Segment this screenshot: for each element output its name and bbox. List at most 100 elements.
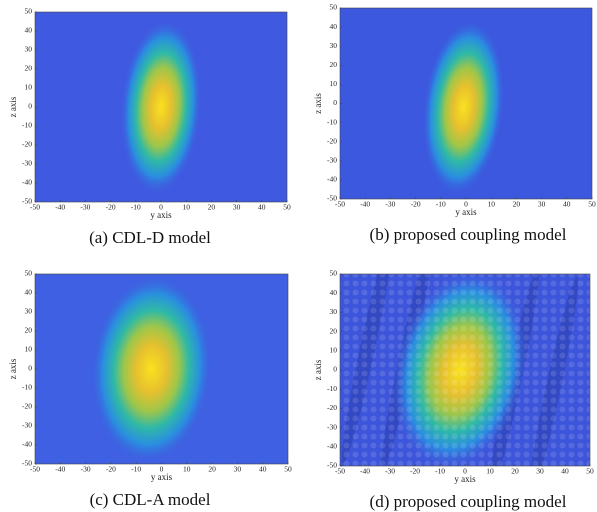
y-tick-label: -40 bbox=[327, 175, 337, 184]
x-tick-label: -30 bbox=[385, 200, 395, 209]
y-axis-label: z axis bbox=[8, 358, 18, 379]
x-tick-label: -40 bbox=[360, 200, 370, 209]
panel: -50-40-30-20-1001020304050-50-40-30-20-1… bbox=[313, 3, 596, 244]
x-tick-label: 30 bbox=[538, 200, 546, 209]
heatmap bbox=[336, 236, 590, 504]
y-tick-label: 30 bbox=[25, 45, 33, 54]
x-tick-label: 40 bbox=[561, 467, 569, 476]
y-tick-label: -30 bbox=[327, 422, 337, 431]
y-axis-label: z axis bbox=[313, 93, 323, 114]
x-tick-label: -40 bbox=[360, 467, 370, 476]
x-tick-label: 30 bbox=[233, 203, 241, 212]
x-tick-label: -30 bbox=[385, 467, 395, 476]
y-tick-label: 50 bbox=[330, 269, 338, 278]
y-tick-label: 50 bbox=[330, 3, 338, 12]
y-tick-label: -10 bbox=[327, 117, 337, 126]
y-tick-label: 40 bbox=[330, 22, 338, 31]
y-tick-label: -10 bbox=[327, 384, 337, 393]
ripple-texture bbox=[340, 274, 590, 466]
y-tick-label: -30 bbox=[22, 159, 32, 168]
x-axis-label: y axis bbox=[455, 207, 477, 217]
y-tick-label: 40 bbox=[25, 26, 33, 35]
x-axis-label: y axis bbox=[151, 472, 173, 482]
y-tick-label: 0 bbox=[333, 98, 337, 107]
x-tick-label: 50 bbox=[283, 203, 291, 212]
y-tick-label: -30 bbox=[22, 421, 32, 430]
x-tick-label: -20 bbox=[106, 465, 116, 474]
x-tick-label: 10 bbox=[487, 200, 495, 209]
x-tick-label: -10 bbox=[131, 203, 141, 212]
y-tick-label: -20 bbox=[327, 136, 337, 145]
y-tick-label: -50 bbox=[327, 194, 337, 203]
x-tick-label: 10 bbox=[182, 203, 190, 212]
y-tick-label: -40 bbox=[327, 442, 337, 451]
y-tick-label: 0 bbox=[28, 102, 32, 111]
x-axis-label: y axis bbox=[454, 474, 476, 484]
caption: (a) CDL-D model bbox=[89, 228, 211, 247]
y-tick-label: -40 bbox=[22, 178, 32, 187]
heatmap bbox=[340, 8, 592, 199]
x-tick-label: 20 bbox=[511, 467, 519, 476]
heatmap bbox=[35, 270, 288, 468]
x-tick-label: 20 bbox=[208, 465, 216, 474]
y-tick-label: 0 bbox=[333, 365, 337, 374]
caption: (d) proposed coupling model bbox=[370, 492, 567, 511]
x-tick-label: -10 bbox=[436, 200, 446, 209]
x-tick-label: 50 bbox=[588, 200, 596, 209]
y-tick-label: 40 bbox=[330, 288, 338, 297]
x-tick-label: 10 bbox=[183, 465, 191, 474]
x-tick-label: -30 bbox=[81, 465, 91, 474]
y-tick-label: 20 bbox=[25, 64, 33, 73]
y-tick-label: 10 bbox=[25, 345, 33, 354]
x-tick-label: 30 bbox=[234, 465, 242, 474]
x-tick-label: 30 bbox=[536, 467, 544, 476]
y-tick-label: 30 bbox=[25, 307, 33, 316]
heatmap bbox=[35, 12, 287, 202]
y-tick-label: 30 bbox=[330, 41, 338, 50]
y-tick-label: 50 bbox=[25, 269, 33, 278]
y-tick-label: -50 bbox=[22, 197, 32, 206]
y-tick-label: 0 bbox=[28, 364, 32, 373]
figure: -50 -40 -30 -20 -10 0 10 20 30 40 50 -50 -40 -30 -20 -1… bbox=[0, 0, 597, 512]
x-tick-label: 50 bbox=[586, 467, 594, 476]
y-tick-label: 10 bbox=[330, 346, 338, 355]
x-tick-label: 20 bbox=[513, 200, 521, 209]
x-tick-label: -20 bbox=[411, 200, 421, 209]
caption: (c) CDL-A model bbox=[90, 490, 211, 509]
y-tick-label: -20 bbox=[327, 403, 337, 412]
y-tick-label: 30 bbox=[330, 307, 338, 316]
y-tick-label: -30 bbox=[327, 156, 337, 165]
y-tick-label: -50 bbox=[327, 461, 337, 470]
x-tick-label: -40 bbox=[55, 203, 65, 212]
x-tick-label: -20 bbox=[106, 203, 116, 212]
y-axis-label: z axis bbox=[313, 359, 323, 380]
x-tick-label: 40 bbox=[258, 203, 266, 212]
y-tick-label: 20 bbox=[330, 326, 338, 335]
y-tick-label: -50 bbox=[22, 459, 32, 468]
y-tick-label: 20 bbox=[330, 60, 338, 69]
y-tick-label: -10 bbox=[22, 383, 32, 392]
caption: (b) proposed coupling model bbox=[370, 225, 567, 244]
y-tick-label: 50 bbox=[25, 7, 33, 16]
y-tick-label: 10 bbox=[330, 79, 338, 88]
x-axis-label: y axis bbox=[150, 210, 172, 220]
x-tick-label: 40 bbox=[259, 465, 267, 474]
y-tick-label: -20 bbox=[22, 140, 32, 149]
y-tick-label: -20 bbox=[22, 402, 32, 411]
x-tick-label: 10 bbox=[486, 467, 494, 476]
x-tick-label: -10 bbox=[435, 467, 445, 476]
x-tick-label: 50 bbox=[284, 465, 292, 474]
y-tick-label: -10 bbox=[22, 121, 32, 130]
x-tick-label: -30 bbox=[80, 203, 90, 212]
x-tick-label: 20 bbox=[208, 203, 216, 212]
x-tick-label: 40 bbox=[563, 200, 571, 209]
x-tick-label: -40 bbox=[55, 465, 65, 474]
y-tick-label: 10 bbox=[25, 83, 33, 92]
y-tick-label: 20 bbox=[25, 326, 33, 335]
y-tick-label: 40 bbox=[25, 288, 33, 297]
x-tick-label: -20 bbox=[410, 467, 420, 476]
y-axis-label: z axis bbox=[8, 96, 18, 117]
